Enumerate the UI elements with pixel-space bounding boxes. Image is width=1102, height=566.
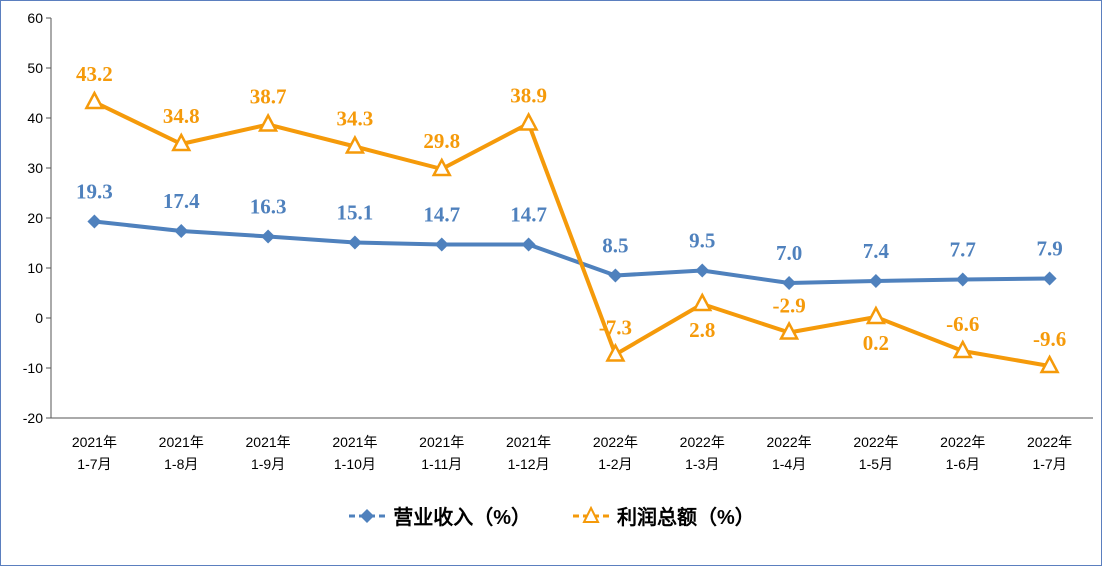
legend-marker <box>349 508 386 523</box>
y-tick-label: 40 <box>27 110 43 126</box>
value-label: 2.8 <box>689 318 715 342</box>
marker <box>174 224 189 238</box>
value-label: 7.9 <box>1036 237 1062 261</box>
marker <box>1042 271 1057 286</box>
marker <box>952 339 973 359</box>
series-line <box>94 219 1050 285</box>
y-tick-label: 20 <box>27 210 43 226</box>
marker <box>605 342 626 362</box>
legend-label: 营业收入（%） <box>393 507 531 529</box>
y-tick-label: 0 <box>35 310 43 326</box>
marker <box>608 268 623 283</box>
y-tick-label: 60 <box>27 10 43 26</box>
value-label: 14.7 <box>510 203 547 227</box>
x-tick-label: 2021年 1-8月 <box>158 434 204 472</box>
x-tick-label: 2022年 1-2月 <box>592 434 638 472</box>
y-tick-label: 50 <box>27 60 43 76</box>
value-label: 34.3 <box>337 107 374 131</box>
legend: 营业收入（%） 利润总额（%） <box>1 501 1101 530</box>
marker <box>84 90 105 110</box>
marker <box>431 157 452 177</box>
value-label: 14.7 <box>423 203 460 227</box>
marker <box>518 111 539 131</box>
legend-marker <box>573 505 609 523</box>
marker <box>257 112 279 132</box>
marker <box>171 132 192 152</box>
value-label: 16.3 <box>250 195 287 219</box>
value-label: -9.6 <box>1033 327 1066 351</box>
y-tick-label: 30 <box>27 160 43 176</box>
legend-entry: 营业收入（%） <box>347 501 531 530</box>
marker <box>87 214 102 229</box>
value-label: 0.2 <box>863 331 889 355</box>
value-label: 17.4 <box>163 189 200 213</box>
value-label: -2.9 <box>772 294 805 318</box>
legend-entry: 利润总额（%） <box>571 501 755 530</box>
value-label: 29.8 <box>423 129 460 153</box>
x-tick-label: 2021年 1-7月 <box>71 434 117 472</box>
value-label: -6.6 <box>946 312 979 336</box>
marker <box>1039 354 1060 374</box>
value-label: 7.0 <box>776 241 802 265</box>
legend-symbol <box>360 508 375 523</box>
marker <box>955 272 970 287</box>
x-tick-label: 2022年 1-5月 <box>853 434 899 472</box>
marker <box>344 134 366 154</box>
value-label: 8.5 <box>602 234 628 258</box>
value-label: 7.4 <box>863 239 890 263</box>
y-tick-label: -10 <box>23 360 43 376</box>
value-label: 15.1 <box>337 201 374 225</box>
y-tick-label: -20 <box>23 410 43 426</box>
x-tick-label: 2021年 1-12月 <box>506 434 552 472</box>
value-label: 7.7 <box>950 238 976 262</box>
marker <box>695 263 710 278</box>
y-tick-label: 10 <box>27 260 43 276</box>
marker <box>261 229 276 244</box>
value-label: 9.5 <box>689 229 715 253</box>
x-tick-label: 2021年 1-10月 <box>332 434 378 472</box>
value-label: -7.3 <box>599 316 632 340</box>
marker <box>692 292 713 312</box>
legend-symbol <box>582 505 600 523</box>
marker <box>347 235 362 250</box>
x-tick-label: 2021年 1-11月 <box>419 434 465 472</box>
x-tick-label: 2021年 1-9月 <box>245 434 291 472</box>
marker <box>778 320 800 340</box>
x-tick-label: 2022年 1-7月 <box>1027 434 1073 472</box>
value-label: 38.9 <box>510 84 547 108</box>
marker <box>521 237 536 252</box>
marker <box>865 305 887 325</box>
series-line <box>93 100 1050 368</box>
x-tick-label: 2022年 1-6月 <box>940 434 986 472</box>
x-tick-label: 2022年 1-3月 <box>679 434 725 472</box>
legend-label: 利润总额（%） <box>617 507 755 529</box>
value-label: 34.8 <box>163 104 200 128</box>
value-label: 43.2 <box>76 62 113 86</box>
marker <box>868 274 883 288</box>
x-tick-label: 2022年 1-4月 <box>766 434 812 472</box>
value-label: 19.3 <box>76 180 113 204</box>
marker <box>434 237 449 252</box>
marker <box>782 276 797 290</box>
value-label: 38.7 <box>250 85 287 109</box>
